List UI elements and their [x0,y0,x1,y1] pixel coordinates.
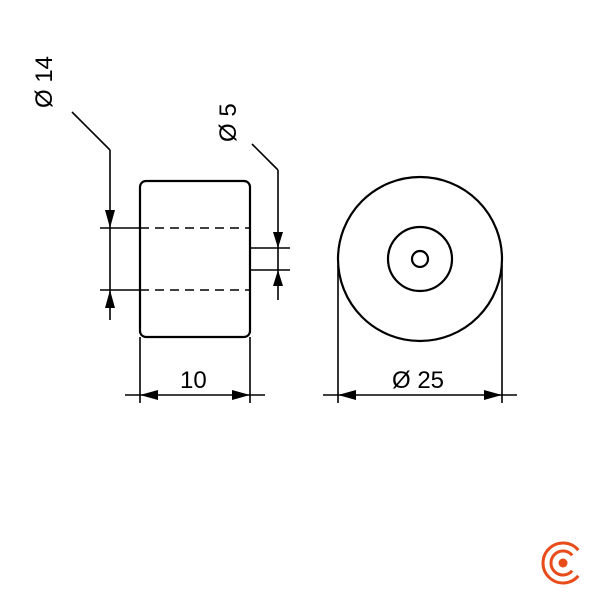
leader-5-ang [252,144,278,170]
arrow-5-up [273,270,283,286]
inner-circle [388,227,452,291]
arrow-14-down [105,210,115,228]
label-diam-25: Ø 25 [392,367,444,394]
side-view: Ø 14 Ø 5 10 [31,56,290,403]
outer-circle [338,177,502,341]
arrow-5-down [273,232,283,248]
arrow-10-left [232,390,250,400]
arrow-25-right [338,390,356,400]
front-view: Ø 25 [323,177,517,403]
label-diam-5: Ø 5 [215,103,242,142]
logo-dot [559,559,568,568]
arrow-14-up [105,290,115,308]
logo-icon [543,543,578,583]
arrow-25-left [484,390,502,400]
label-diam-14: Ø 14 [31,56,58,108]
leader-14-ang [72,112,110,150]
label-width-10: 10 [180,367,207,394]
hole-circle [412,251,428,267]
technical-drawing: Ø 14 Ø 5 10 Ø 25 [0,0,600,600]
side-body [140,181,250,337]
arrow-10-right [140,390,158,400]
